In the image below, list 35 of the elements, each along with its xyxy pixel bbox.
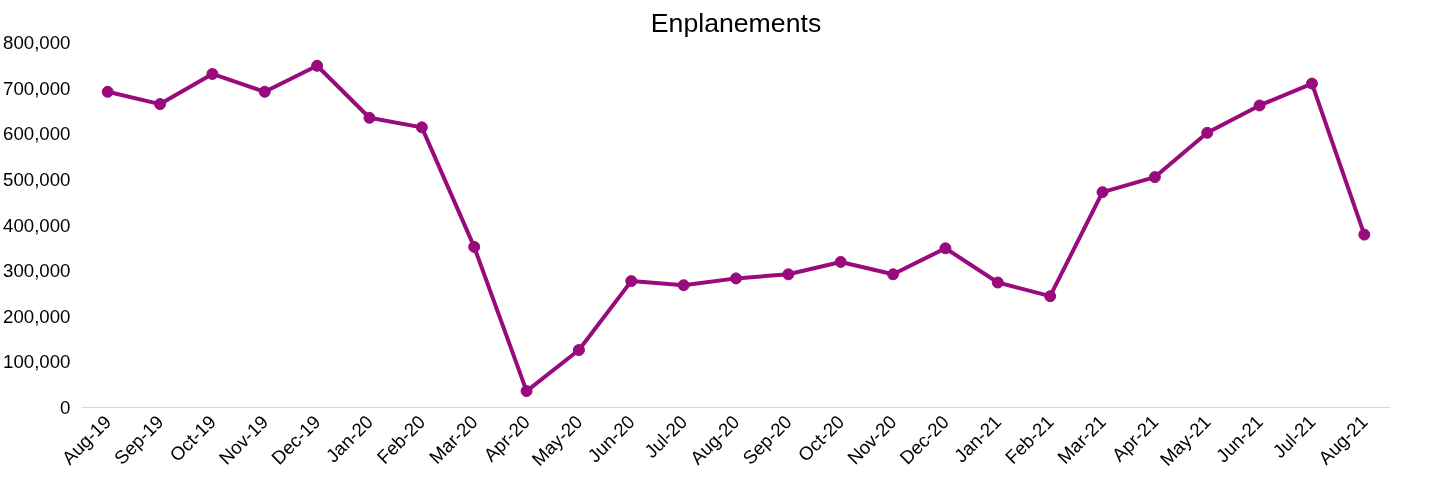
point: [415, 121, 428, 134]
point: [311, 59, 324, 72]
point: [1305, 77, 1318, 90]
point: [258, 85, 271, 98]
y-tick-label: 200,000: [3, 305, 71, 327]
point: [887, 268, 900, 281]
point: [1096, 186, 1109, 199]
point: [1148, 171, 1161, 184]
y-tick-label: 0: [60, 397, 71, 418]
point: [101, 85, 114, 98]
y-tick-label: 500,000: [3, 168, 71, 190]
point: [1201, 126, 1214, 139]
y-tick-label: 600,000: [3, 123, 71, 145]
y-tick-label: 400,000: [3, 214, 71, 236]
point: [625, 275, 638, 288]
point: [154, 98, 167, 111]
point: [677, 279, 690, 292]
point: [206, 67, 219, 80]
point: [1358, 228, 1371, 241]
point: [468, 240, 481, 253]
chart-title: Enplanements: [650, 7, 822, 38]
point: [363, 111, 376, 124]
point: [939, 242, 952, 255]
point: [1044, 290, 1057, 303]
point: [834, 255, 847, 268]
point: [991, 276, 1004, 289]
point: [520, 385, 533, 398]
y-tick-label: 100,000: [3, 351, 71, 373]
point: [1253, 99, 1266, 112]
point: [572, 344, 585, 356]
point: [730, 272, 742, 285]
point: [782, 268, 795, 281]
y-tick-label: 700,000: [3, 77, 71, 99]
y-tick-label: 800,000: [3, 32, 71, 53]
y-tick-label: 300,000: [3, 260, 71, 282]
